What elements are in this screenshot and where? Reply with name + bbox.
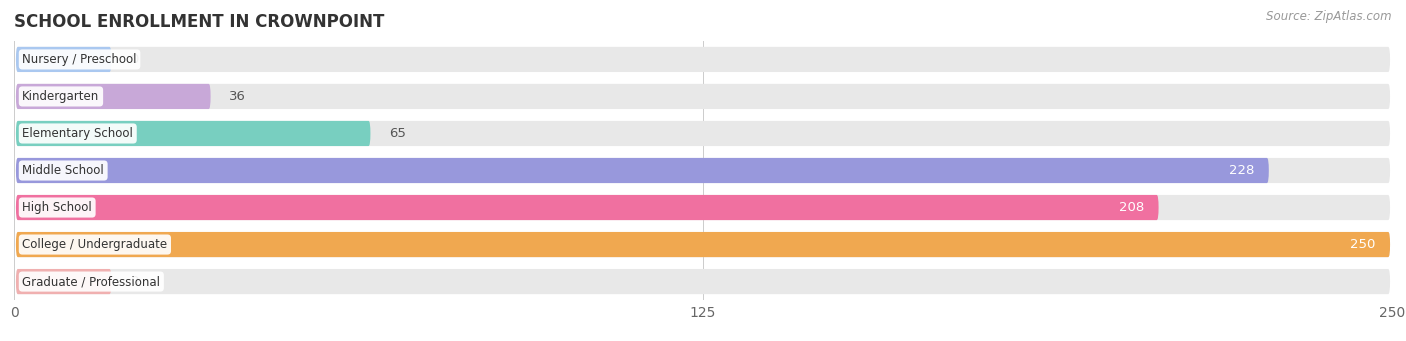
FancyBboxPatch shape	[15, 84, 1391, 109]
FancyBboxPatch shape	[15, 121, 1391, 146]
Text: Graduate / Professional: Graduate / Professional	[22, 275, 160, 288]
Text: College / Undergraduate: College / Undergraduate	[22, 238, 167, 251]
FancyBboxPatch shape	[15, 195, 1391, 220]
FancyBboxPatch shape	[15, 47, 111, 72]
Text: Source: ZipAtlas.com: Source: ZipAtlas.com	[1267, 10, 1392, 23]
FancyBboxPatch shape	[15, 195, 1159, 220]
Text: Nursery / Preschool: Nursery / Preschool	[22, 53, 136, 66]
Text: 250: 250	[1350, 238, 1375, 251]
FancyBboxPatch shape	[15, 121, 370, 146]
FancyBboxPatch shape	[15, 269, 111, 294]
Text: Middle School: Middle School	[22, 164, 104, 177]
FancyBboxPatch shape	[15, 47, 1391, 72]
FancyBboxPatch shape	[15, 232, 1391, 257]
Text: SCHOOL ENROLLMENT IN CROWNPOINT: SCHOOL ENROLLMENT IN CROWNPOINT	[14, 13, 384, 31]
Text: 36: 36	[229, 90, 246, 103]
FancyBboxPatch shape	[15, 158, 1391, 183]
Text: 0: 0	[129, 275, 138, 288]
Text: 65: 65	[389, 127, 406, 140]
FancyBboxPatch shape	[15, 269, 1391, 294]
Text: 0: 0	[129, 53, 138, 66]
Text: High School: High School	[22, 201, 91, 214]
Text: Elementary School: Elementary School	[22, 127, 134, 140]
FancyBboxPatch shape	[15, 84, 211, 109]
FancyBboxPatch shape	[15, 232, 1391, 257]
Text: 208: 208	[1119, 201, 1144, 214]
Text: 228: 228	[1229, 164, 1254, 177]
Text: Kindergarten: Kindergarten	[22, 90, 100, 103]
FancyBboxPatch shape	[15, 158, 1268, 183]
